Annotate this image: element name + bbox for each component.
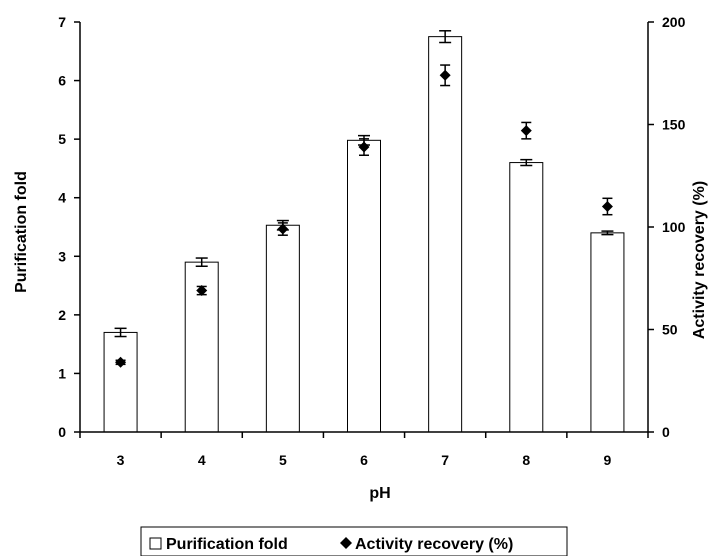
y2-tick-label: 100 — [662, 219, 686, 235]
x-tick-label: 4 — [198, 452, 206, 468]
legend-bar-swatch — [149, 537, 162, 550]
legend: Purification fold Activity recovery (%) — [140, 526, 568, 556]
diamond-marker — [196, 285, 208, 297]
bar — [509, 162, 544, 433]
y-tick-label: 3 — [58, 248, 66, 264]
markers-layer — [115, 64, 613, 368]
y-tick-label: 0 — [58, 424, 66, 440]
diamond-marker — [439, 69, 451, 81]
bar — [347, 139, 381, 433]
y-tick-label: 2 — [58, 307, 66, 323]
y-tick-label: 4 — [58, 190, 66, 206]
x-axis-title: pH — [369, 485, 390, 502]
bar — [428, 36, 463, 433]
bars-layer — [103, 36, 625, 433]
legend-diamond-marker — [340, 537, 352, 549]
bar — [103, 331, 138, 433]
y-tick-label: 6 — [58, 73, 66, 89]
legend-label-purification: Purification fold — [166, 536, 288, 553]
y-axis-title: Purification fold — [13, 171, 30, 293]
diamond-marker — [520, 125, 532, 137]
bar — [590, 232, 625, 433]
legend-box — [140, 526, 568, 556]
y2-tick-label: 200 — [662, 14, 686, 30]
y2-tick-label: 0 — [662, 424, 670, 440]
y-tick-label: 5 — [58, 131, 66, 147]
y-ticks: 0 1 2 3 4 5 6 7 — [58, 14, 80, 440]
legend-label-activity: Activity recovery (%) — [355, 536, 513, 553]
diamond-marker — [115, 356, 127, 368]
bar — [265, 224, 300, 433]
y-tick-label: 7 — [58, 14, 66, 30]
x-tick-label: 3 — [117, 452, 125, 468]
y2-axis-title: Activity recovery (%) — [691, 181, 708, 339]
x-tick-label: 9 — [604, 452, 612, 468]
y2-tick-label: 50 — [662, 322, 678, 338]
y-tick-label: 1 — [58, 365, 66, 381]
x-tick-label: 5 — [279, 452, 287, 468]
diamond-marker — [277, 223, 289, 235]
x-ticks: 3 4 5 6 7 8 9 — [79, 432, 649, 468]
y2-ticks: 0 50 100 150 200 — [648, 14, 686, 440]
x-tick-label: 7 — [441, 452, 449, 468]
x-tick-label: 6 — [360, 452, 368, 468]
diamond-marker — [358, 141, 370, 153]
diamond-marker — [601, 201, 613, 212]
y2-tick-label: 150 — [662, 117, 686, 133]
x-tick-label: 8 — [522, 452, 530, 468]
